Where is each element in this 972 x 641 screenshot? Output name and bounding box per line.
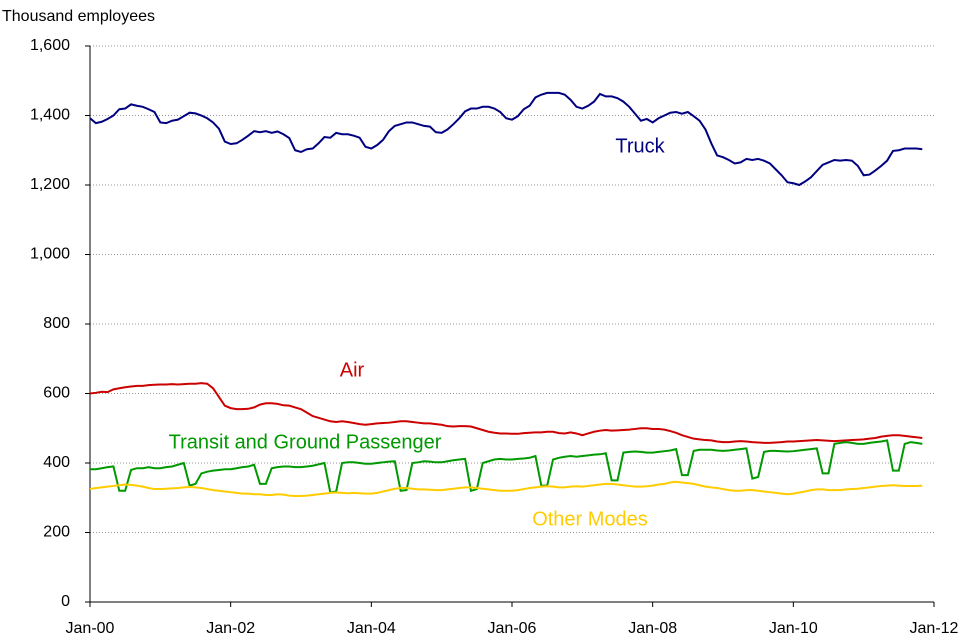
series-label: Air (340, 359, 365, 381)
y-tick-label: 600 (43, 385, 70, 402)
series-label: Transit and Ground Passenger (169, 431, 442, 453)
y-tick-label: 0 (61, 593, 70, 610)
y-tick-label: 400 (43, 454, 70, 471)
series-line (89, 480, 923, 498)
x-tick-label: Jan-04 (347, 620, 396, 637)
y-tick-label: 800 (43, 315, 70, 332)
x-tick-label: Jan-08 (628, 620, 677, 637)
series-line (89, 382, 923, 444)
x-tick-label: Jan-12 (910, 620, 959, 637)
y-tick-label: 1,400 (30, 107, 70, 124)
y-tick-label: 1,600 (30, 37, 70, 54)
y-tick-label: 1,000 (30, 246, 70, 263)
y-axis-label: Thousand employees (2, 8, 155, 25)
x-tick-label: Jan-00 (66, 620, 115, 637)
y-tick-label: 1,200 (30, 176, 70, 193)
series-label: Other Modes (532, 508, 648, 530)
series-label: Truck (615, 135, 665, 157)
x-tick-label: Jan-10 (769, 620, 818, 637)
x-tick-label: Jan-06 (488, 620, 537, 637)
y-tick-label: 200 (43, 524, 70, 541)
series-line (90, 439, 923, 494)
series-line (89, 91, 923, 187)
x-tick-label: Jan-02 (206, 620, 255, 637)
